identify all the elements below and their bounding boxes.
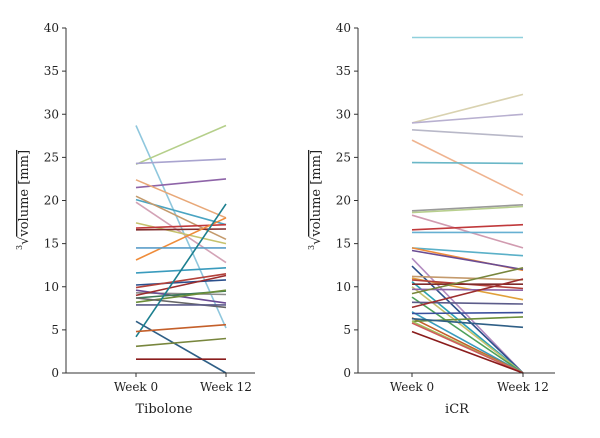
tibolone-x-ticks: Week 0 Week 12 [114,373,252,394]
tibolone-x-tick-label: Week 12 [200,380,252,394]
tibolone-y-tick-label: 0 [51,366,59,380]
tibolone-panel-title: Tibolone [135,402,192,417]
icr-series-line [411,322,524,374]
tibolone-series-line [135,337,227,348]
icr-series-lines [411,36,524,374]
icr-y-tick-label: 10 [336,280,351,294]
tibolone-series-line [135,274,227,297]
icr-y-tick-label: 15 [336,237,351,251]
icr-y-tick-label: 0 [343,366,351,380]
tibolone-series-line [135,201,227,264]
tibolone-y-ticks: 0 5 10 15 20 25 30 35 40 [44,21,66,380]
tibolone-series-line [135,124,227,166]
tibolone-y-tick-label: 40 [44,21,59,35]
icr-y-axis-label: volume [mm] [309,150,324,238]
tibolone-series-line [135,320,227,374]
icr-series-line [411,286,524,374]
icr-panel-title: iCR [445,402,470,417]
icr-y-ticks: 0 5 10 15 20 25 30 35 40 [336,21,358,380]
icr-y-tick-label: 25 [336,150,351,164]
tibolone-x-tick-label: Week 0 [114,380,158,394]
icr-series-line [411,139,524,197]
tibolone-y-tick-label: 5 [51,323,59,337]
tibolone-y-axis-title: 3√volume [mm] [15,150,32,250]
tibolone-series-line [135,195,227,241]
tibolone-y-axis-radical-label: √volume [mm] [17,150,32,245]
icr-series-line [411,129,524,138]
icr-series-line [411,311,524,374]
tibolone-y-tick-label: 10 [44,280,59,294]
icr-series-line [411,205,524,214]
tibolone-y-tick-label: 15 [44,237,59,251]
icr-chart: 0 5 10 15 20 25 30 35 40 Week 0 Week 12 3√volume … [307,21,555,417]
icr-y-axis-title: 3√volume [mm] [307,150,324,250]
icr-series-line [411,249,524,271]
icr-series-line [411,296,524,374]
icr-y-axis-root-index: 3 [307,245,316,250]
icr-series-line [411,257,524,374]
tibolone-y-tick-label: 30 [44,107,59,121]
icr-x-ticks: Week 0 Week 12 [390,373,549,394]
tibolone-y-axis-label: volume [mm] [17,150,32,238]
tibolone-y-tick-label: 35 [44,64,59,78]
icr-series-line [411,311,524,315]
icr-series-line [411,275,524,281]
icr-y-tick-label: 35 [336,64,351,78]
icr-y-tick-label: 40 [336,21,351,35]
icr-series-line [411,267,524,295]
icr-series-line [411,223,524,231]
icr-series-line [411,330,524,374]
icr-y-tick-label: 20 [336,194,351,208]
icr-series-line [411,247,524,257]
tibolone-series-line [135,228,227,231]
icr-series-line [411,204,524,212]
tibolone-y-tick-label: 20 [44,194,59,208]
tibolone-series-line [135,273,227,289]
tibolone-series-lines [135,124,227,374]
icr-y-tick-label: 5 [343,323,351,337]
icr-x-tick-label: Week 0 [390,380,434,394]
tibolone-series-line [135,203,227,338]
icr-y-tick-label: 30 [336,107,351,121]
icr-series-line [411,317,524,329]
icr-series-line [411,161,524,165]
tibolone-chart: 0 5 10 15 20 25 30 35 40 Week 0 Week 12 3√volume … [15,21,255,417]
icr-series-line [411,278,524,309]
icr-series-line [411,113,524,124]
tibolone-series-line [135,279,227,286]
tibolone-y-axis-root-index: 3 [15,245,24,250]
icr-x-tick-label: Week 12 [497,380,549,394]
tibolone-series-line [135,179,227,219]
tibolone-series-line [135,222,227,245]
tibolone-series-line [135,323,227,333]
tibolone-y-tick-label: 25 [44,150,59,164]
icr-y-axis-radical-label: √volume [mm] [309,150,324,245]
icr-series-line [411,214,524,249]
tibolone-series-line [135,297,227,309]
tibolone-series-line [135,158,227,165]
icr-series-line [411,93,524,124]
